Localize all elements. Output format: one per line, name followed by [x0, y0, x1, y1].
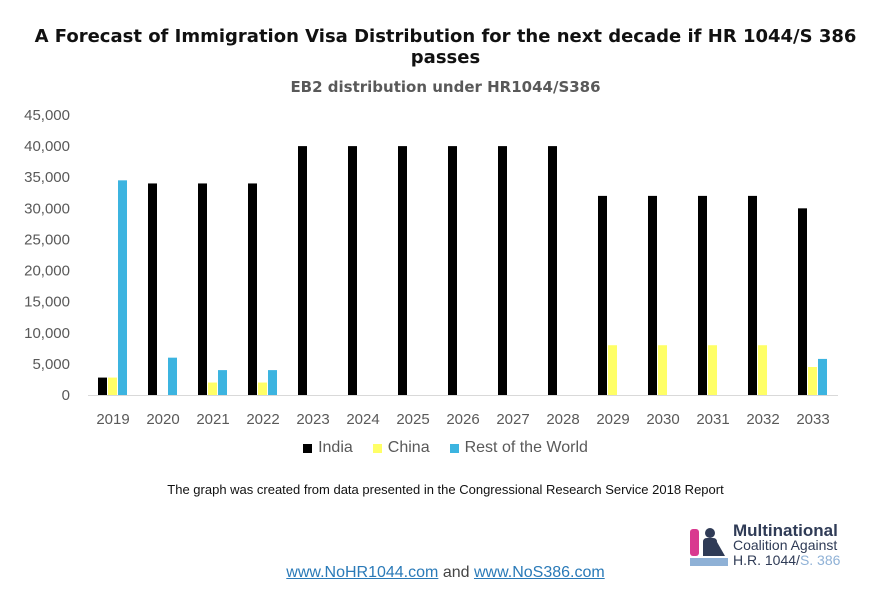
y-tick-label: 15,000: [24, 294, 70, 311]
link-nohr1044[interactable]: www.NoHR1044.com: [286, 564, 439, 581]
bar-rest-of-world-2033: [818, 358, 827, 395]
x-tick-label: 2022: [246, 411, 279, 428]
x-tick-label: 2027: [496, 411, 529, 428]
bar-india-2020: [148, 183, 157, 395]
legend-label-china: China: [387, 439, 430, 456]
coalition-logo: Multinational Coalition Against H.R. 104…: [689, 521, 859, 573]
bar-india-2025: [398, 146, 407, 395]
bar-india-2022: [248, 183, 257, 395]
legend-swatch-rest-of-world: [449, 443, 459, 453]
x-tick-label: 2028: [546, 411, 579, 428]
bar-india-2026: [448, 146, 457, 395]
bar-china-2029: [608, 345, 617, 395]
logo-line-3-main: H.R. 1044/: [733, 552, 800, 568]
x-tick-label: 2031: [696, 411, 729, 428]
y-tick-label: 20,000: [24, 263, 70, 280]
logo-line-3-accent: S. 386: [799, 552, 841, 568]
bar-china-2031: [708, 345, 717, 395]
y-tick-label: 30,000: [24, 200, 70, 217]
bar-india-2021: [198, 183, 207, 395]
page-title: A Forecast of Immigration Visa Distribut…: [34, 26, 857, 68]
bar-china-2033: [808, 367, 817, 395]
bar-china-2019: [108, 377, 117, 395]
logo-line-3: H.R. 1044/S. 386: [733, 553, 840, 568]
x-tick-label: 2024: [346, 411, 379, 428]
legend-item-india: India: [303, 439, 353, 457]
bar-rest-of-world-2021: [218, 370, 227, 395]
y-tick-label: 45,000: [24, 107, 70, 124]
chart-legend: India China Rest of the World: [0, 439, 891, 457]
bar-rest-of-world-2019: [118, 180, 127, 395]
bar-india-2033: [798, 208, 807, 395]
bar-india-2029: [598, 195, 607, 395]
chart-title: EB2 distribution under HR1044/S386: [290, 78, 601, 96]
bar-india-2027: [498, 146, 507, 395]
legend-swatch-china: [372, 443, 382, 453]
bar-india-2031: [698, 195, 707, 395]
y-tick-label: 0: [62, 387, 70, 404]
legend-item-china: China: [372, 439, 430, 457]
bar-china-2030: [658, 345, 667, 395]
coalition-logo-text: Multinational Coalition Against H.R. 104…: [733, 521, 840, 568]
coalition-logo-mark-icon: [690, 528, 728, 566]
bar-india-2032: [748, 195, 757, 395]
footer-connector: and: [442, 564, 470, 581]
bar-china-2032: [758, 345, 767, 395]
bar-india-2028: [548, 146, 557, 395]
x-tick-label: 2033: [796, 411, 829, 428]
y-tick-label: 5,000: [32, 356, 70, 373]
y-tick-label: 10,000: [24, 325, 70, 342]
footer-links: www.NoHR1044.com and www.NoS386.com: [0, 564, 891, 582]
bar-india-2030: [648, 195, 657, 395]
bar-india-2024: [348, 146, 357, 395]
link-nos386[interactable]: www.NoS386.com: [473, 564, 605, 581]
legend-label-india: India: [318, 439, 353, 456]
x-tick-label: 2021: [196, 411, 229, 428]
source-note: The graph was created from data presente…: [167, 482, 724, 497]
bar-china-2021: [208, 382, 217, 395]
x-tick-label: 2019: [96, 411, 129, 428]
x-tick-label: 2025: [396, 411, 429, 428]
bar-india-2019: [98, 377, 107, 395]
bar-india-2023: [298, 146, 307, 395]
legend-label-rest-of-world: Rest of the World: [464, 439, 588, 456]
y-tick-label: 25,000: [24, 231, 70, 248]
legend-swatch-india: [303, 443, 313, 453]
y-tick-label: 35,000: [24, 169, 70, 186]
x-tick-label: 2026: [446, 411, 479, 428]
x-tick-label: 2020: [146, 411, 179, 428]
bar-china-2022: [258, 382, 267, 395]
x-tick-label: 2032: [746, 411, 779, 428]
x-tick-label: 2023: [296, 411, 329, 428]
logo-line-1: Multinational: [733, 521, 838, 540]
legend-item-rest-of-world: Rest of the World: [449, 439, 588, 457]
logo-line-2: Coalition Against: [733, 537, 838, 553]
x-tick-label: 2030: [646, 411, 679, 428]
bar-chart: 0 5,000 10,000 15,000 20,000 25,000 30,000 35,0…: [24, 107, 838, 428]
bar-rest-of-world-2022: [268, 370, 277, 395]
bar-rest-of-world-2020: [168, 357, 177, 395]
y-tick-label: 40,000: [24, 138, 70, 155]
x-tick-label: 2029: [596, 411, 629, 428]
